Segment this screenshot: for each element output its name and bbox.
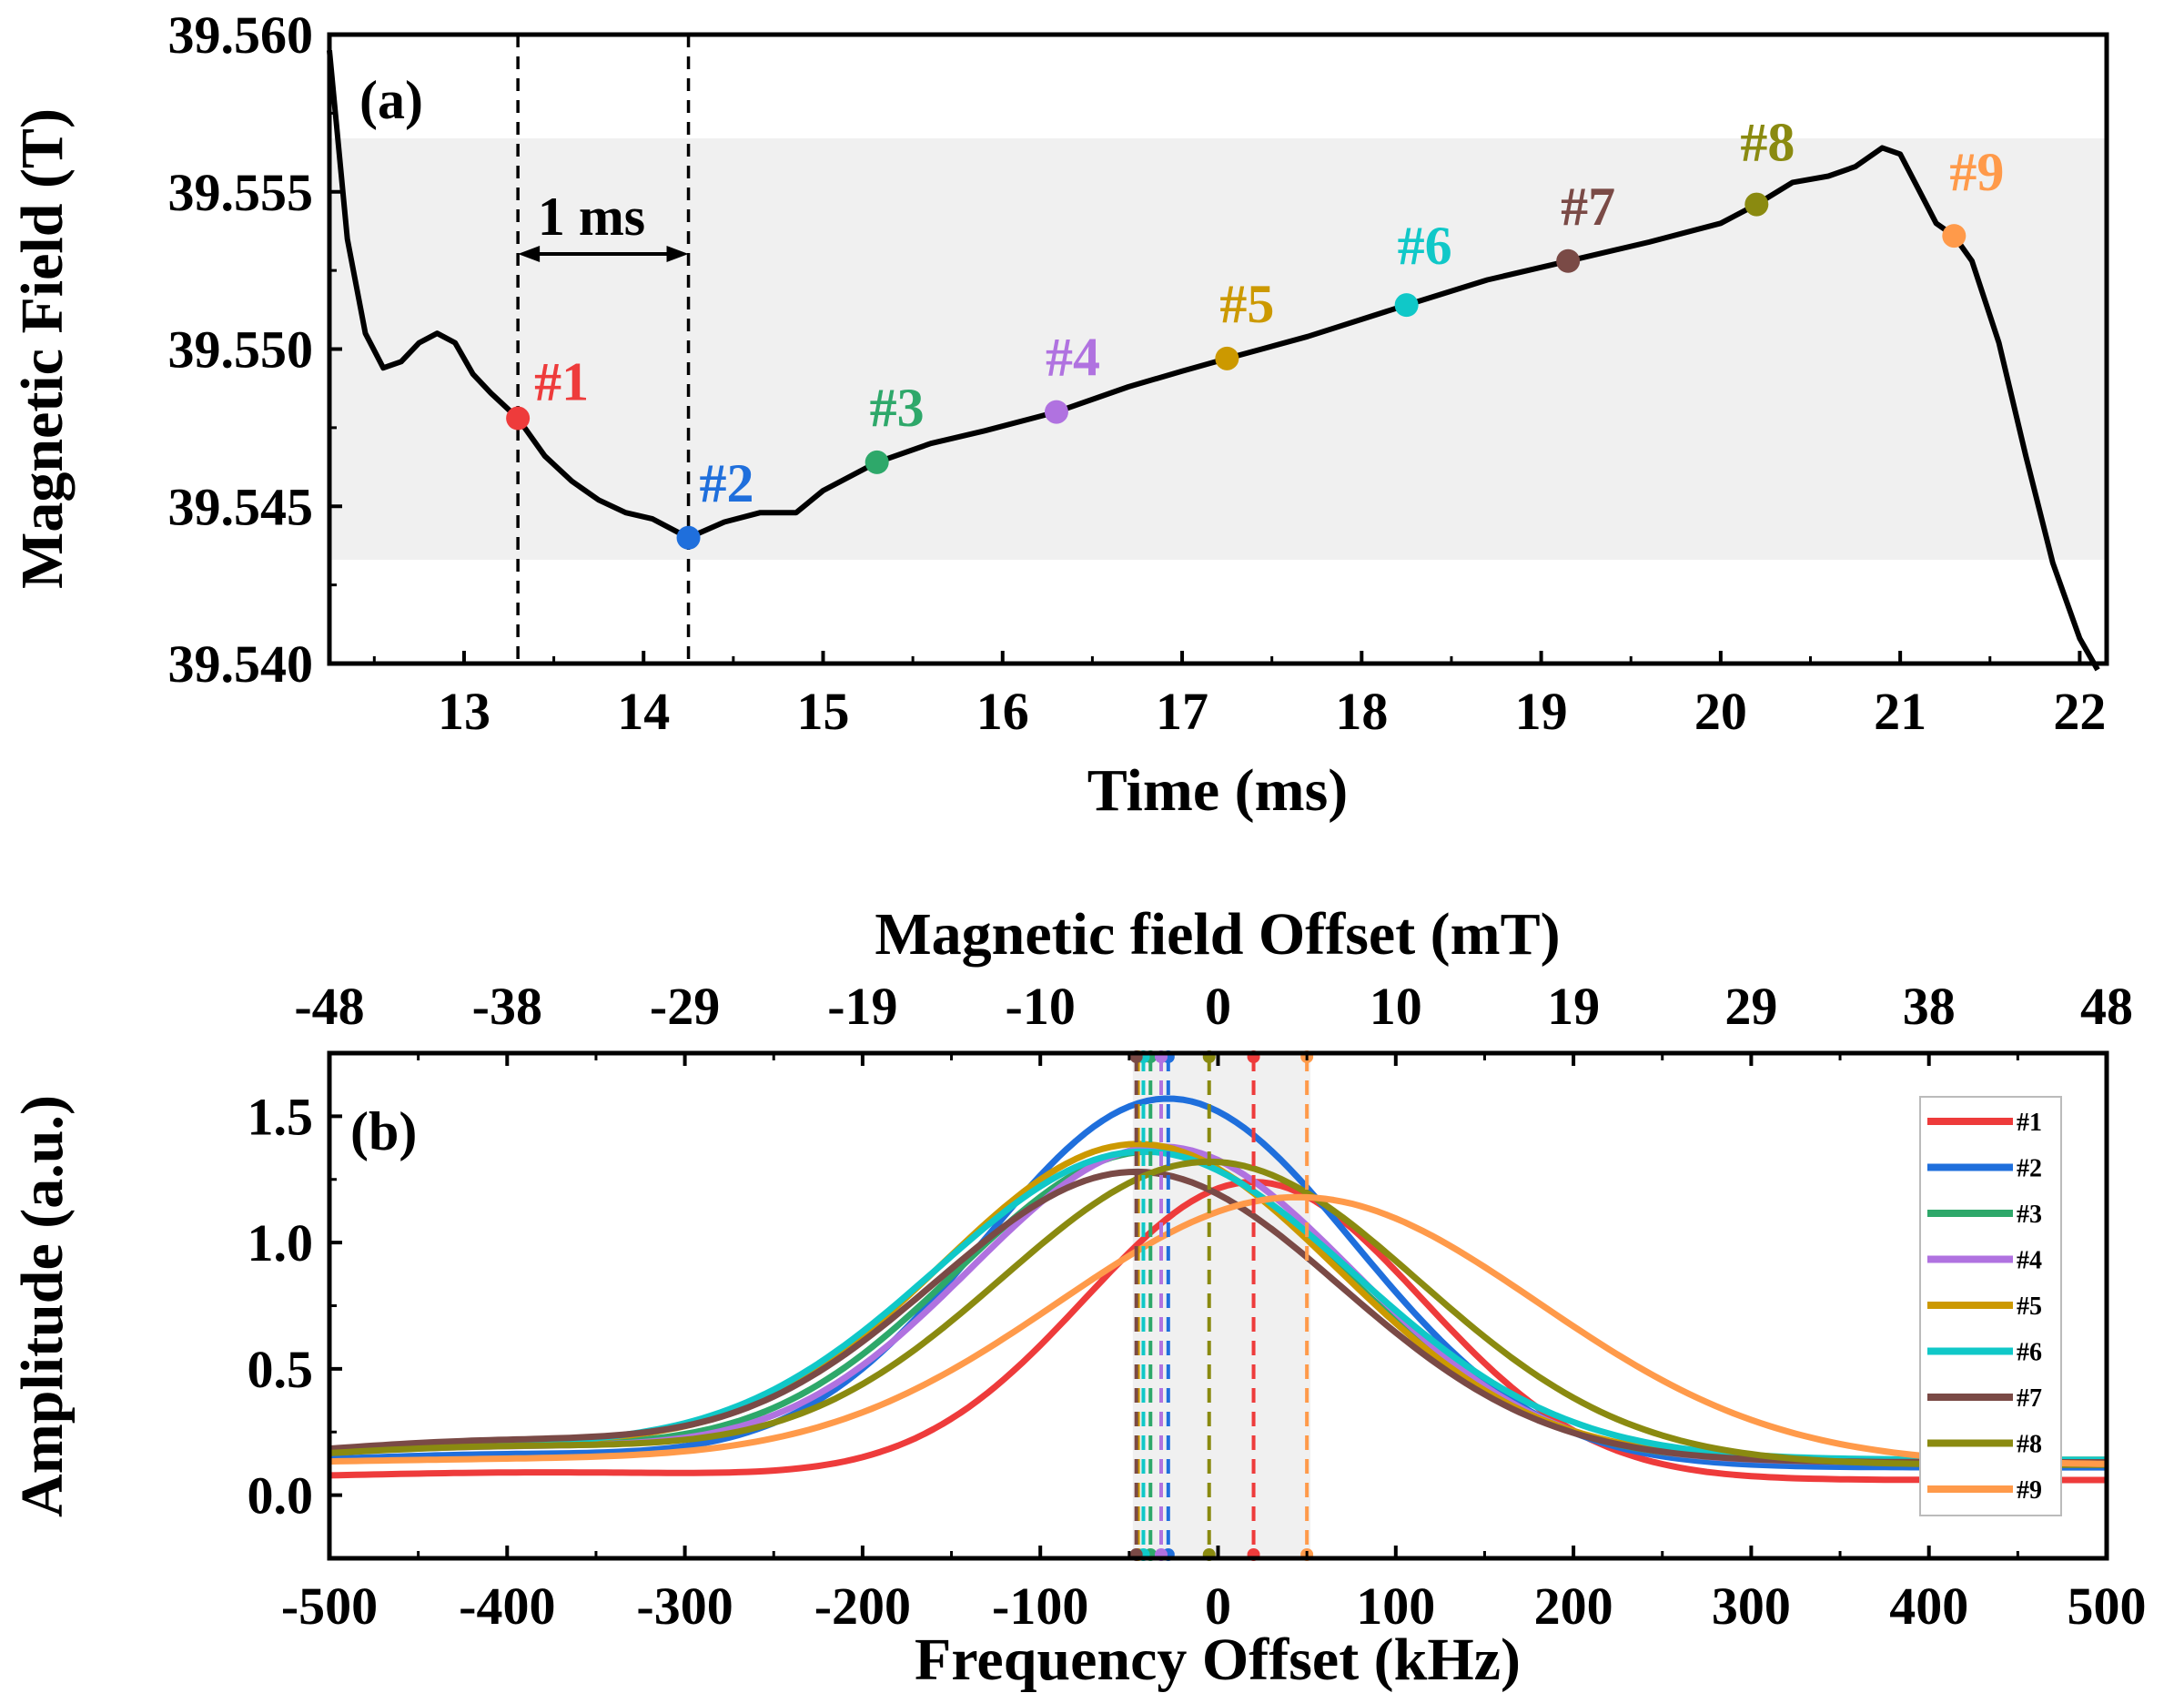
a-y-tick-label: 39.540 <box>168 634 314 694</box>
one-ms-arrowhead-left <box>518 246 541 262</box>
b-x-tick-label: 100 <box>1356 1576 1435 1636</box>
b-x2-tick-label: 10 <box>1370 977 1422 1036</box>
point-5-label: #5 <box>1219 274 1274 334</box>
a-x-tick-label: 19 <box>1515 682 1568 741</box>
a-x-tick-label: 20 <box>1694 682 1747 741</box>
a-x-tick-label: 14 <box>617 682 670 741</box>
a-y-tick-label: 39.550 <box>168 320 314 380</box>
b-x-tick-label: 400 <box>1889 1576 1968 1636</box>
a-x-tick-label: 16 <box>976 682 1029 741</box>
panel-a-ticks: 13 14 15 16 17 18 19 20 21 22 39.540 39.545 39.550 39… <box>168 5 2107 741</box>
point-3-label: #3 <box>870 378 925 438</box>
a-y-tick-label: 39.555 <box>168 163 314 222</box>
panel-a-dashed-lines <box>516 35 691 664</box>
point-7-marker <box>1556 248 1581 273</box>
legend-label-1: #1 <box>2017 1109 2042 1137</box>
point-7-label: #7 <box>1561 177 1615 237</box>
a-x-tick-label: 21 <box>1874 682 1926 741</box>
b-y-tick-label: 0.5 <box>248 1340 314 1399</box>
legend-label-6: #6 <box>2017 1339 2042 1367</box>
b-x2-tick-label: -38 <box>472 977 542 1036</box>
panel-a-label: (a) <box>359 70 423 130</box>
b-x2-tick-label: 48 <box>2080 977 2133 1036</box>
curve-9 <box>329 1193 2108 1467</box>
panel-b-y-axis-title: Amplitude (a.u.) <box>9 1095 76 1517</box>
panel-b-legend: #1 #2 #3 #4 #5 #6 #7 #8 #9 <box>1919 1096 2062 1516</box>
panel-b-ticks: -500-48-400-38-300-29-200-19-100-1000100… <box>248 977 2147 1636</box>
legend-label-7: #7 <box>2017 1384 2042 1413</box>
legend-label-5: #5 <box>2017 1293 2042 1321</box>
b-y-tick-label: 1.0 <box>248 1213 314 1272</box>
panel-a: #1 #2 #3 #4 #5 #6 #7 #8 #9 13 14 15 16 17 18 19 20 21 22 3… <box>9 5 2109 824</box>
panel-b-top-axis-title: Magnetic field Offset (mT) <box>875 901 1560 968</box>
curve-2 <box>329 1095 2107 1471</box>
b-x2-tick-label: 19 <box>1547 977 1600 1036</box>
point-2-marker <box>676 525 701 550</box>
b-x2-tick-label: 38 <box>1903 977 1956 1036</box>
legend-label-4: #4 <box>2017 1247 2042 1275</box>
b-x2-tick-label: 29 <box>1724 977 1777 1036</box>
point-3-marker <box>864 450 889 474</box>
point-2-label: #2 <box>700 453 754 513</box>
panel-b: -500-48-400-38-300-29-200-19-100-1000100… <box>9 901 2147 1693</box>
b-x-tick-label: -500 <box>281 1576 378 1636</box>
point-8-label: #8 <box>1740 113 1795 173</box>
panel-a-x-axis-title: Time (ms) <box>1087 757 1349 824</box>
point-8-marker <box>1744 192 1769 217</box>
b-x-tick-label: -100 <box>992 1576 1088 1636</box>
b-x2-tick-label: -48 <box>294 977 364 1036</box>
point-9-label: #9 <box>1949 142 2004 202</box>
one-ms-annotation: 1 ms <box>518 187 689 262</box>
point-1-label: #1 <box>534 352 589 412</box>
b-x-tick-label: 0 <box>1205 1576 1231 1636</box>
panel-a-shaded-band <box>329 138 2107 560</box>
b-x2-tick-label: 0 <box>1205 977 1231 1036</box>
a-x-tick-label: 22 <box>2053 682 2106 741</box>
one-ms-arrowhead-right <box>666 246 689 262</box>
b-y-tick-label: 1.5 <box>248 1087 314 1146</box>
a-x-tick-label: 18 <box>1335 682 1388 741</box>
b-x-tick-label: 300 <box>1712 1576 1791 1636</box>
one-ms-label: 1 ms <box>538 187 645 247</box>
curve-8 <box>329 1158 2107 1468</box>
a-x-tick-label: 17 <box>1156 682 1208 741</box>
point-9-marker <box>1942 224 1967 248</box>
b-x-tick-label: -300 <box>636 1576 733 1636</box>
a-x-tick-label: 15 <box>797 682 850 741</box>
panel-b-x-axis-title: Frequency Offset (kHz) <box>915 1627 1521 1693</box>
b-y-tick-label: 0.0 <box>248 1466 314 1526</box>
legend-label-8: #8 <box>2017 1431 2042 1459</box>
b-x2-tick-label: -19 <box>827 977 897 1036</box>
point-1-marker <box>506 406 531 431</box>
b-x-tick-label: 200 <box>1534 1576 1613 1636</box>
point-4-marker <box>1044 400 1068 424</box>
b-x-tick-label: -200 <box>814 1576 911 1636</box>
b-x2-tick-label: -29 <box>650 977 720 1036</box>
point-5-marker <box>1215 346 1239 370</box>
panel-b-label: (b) <box>350 1101 417 1161</box>
panel-a-points: #1 #2 #3 #4 #5 #6 #7 #8 #9 <box>506 113 2004 550</box>
curve-1 <box>329 1179 2107 1484</box>
a-x-tick-label: 13 <box>438 682 490 741</box>
panel-b-curves <box>329 1095 2108 1484</box>
b-x-tick-label: 500 <box>2068 1576 2147 1636</box>
legend-label-2: #2 <box>2017 1155 2042 1183</box>
legend-label-9: #9 <box>2017 1476 2042 1505</box>
point-4-label: #4 <box>1046 328 1100 388</box>
point-6-label: #6 <box>1398 216 1452 276</box>
b-x-tick-label: -400 <box>459 1576 555 1636</box>
point-6-marker <box>1394 293 1419 318</box>
a-y-tick-label: 39.560 <box>168 5 314 65</box>
panel-a-y-axis-title: Magnetic Field (T) <box>9 108 76 589</box>
a-y-tick-label: 39.545 <box>168 477 314 536</box>
b-x2-tick-label: -10 <box>1006 977 1076 1036</box>
legend-label-3: #3 <box>2017 1201 2042 1229</box>
